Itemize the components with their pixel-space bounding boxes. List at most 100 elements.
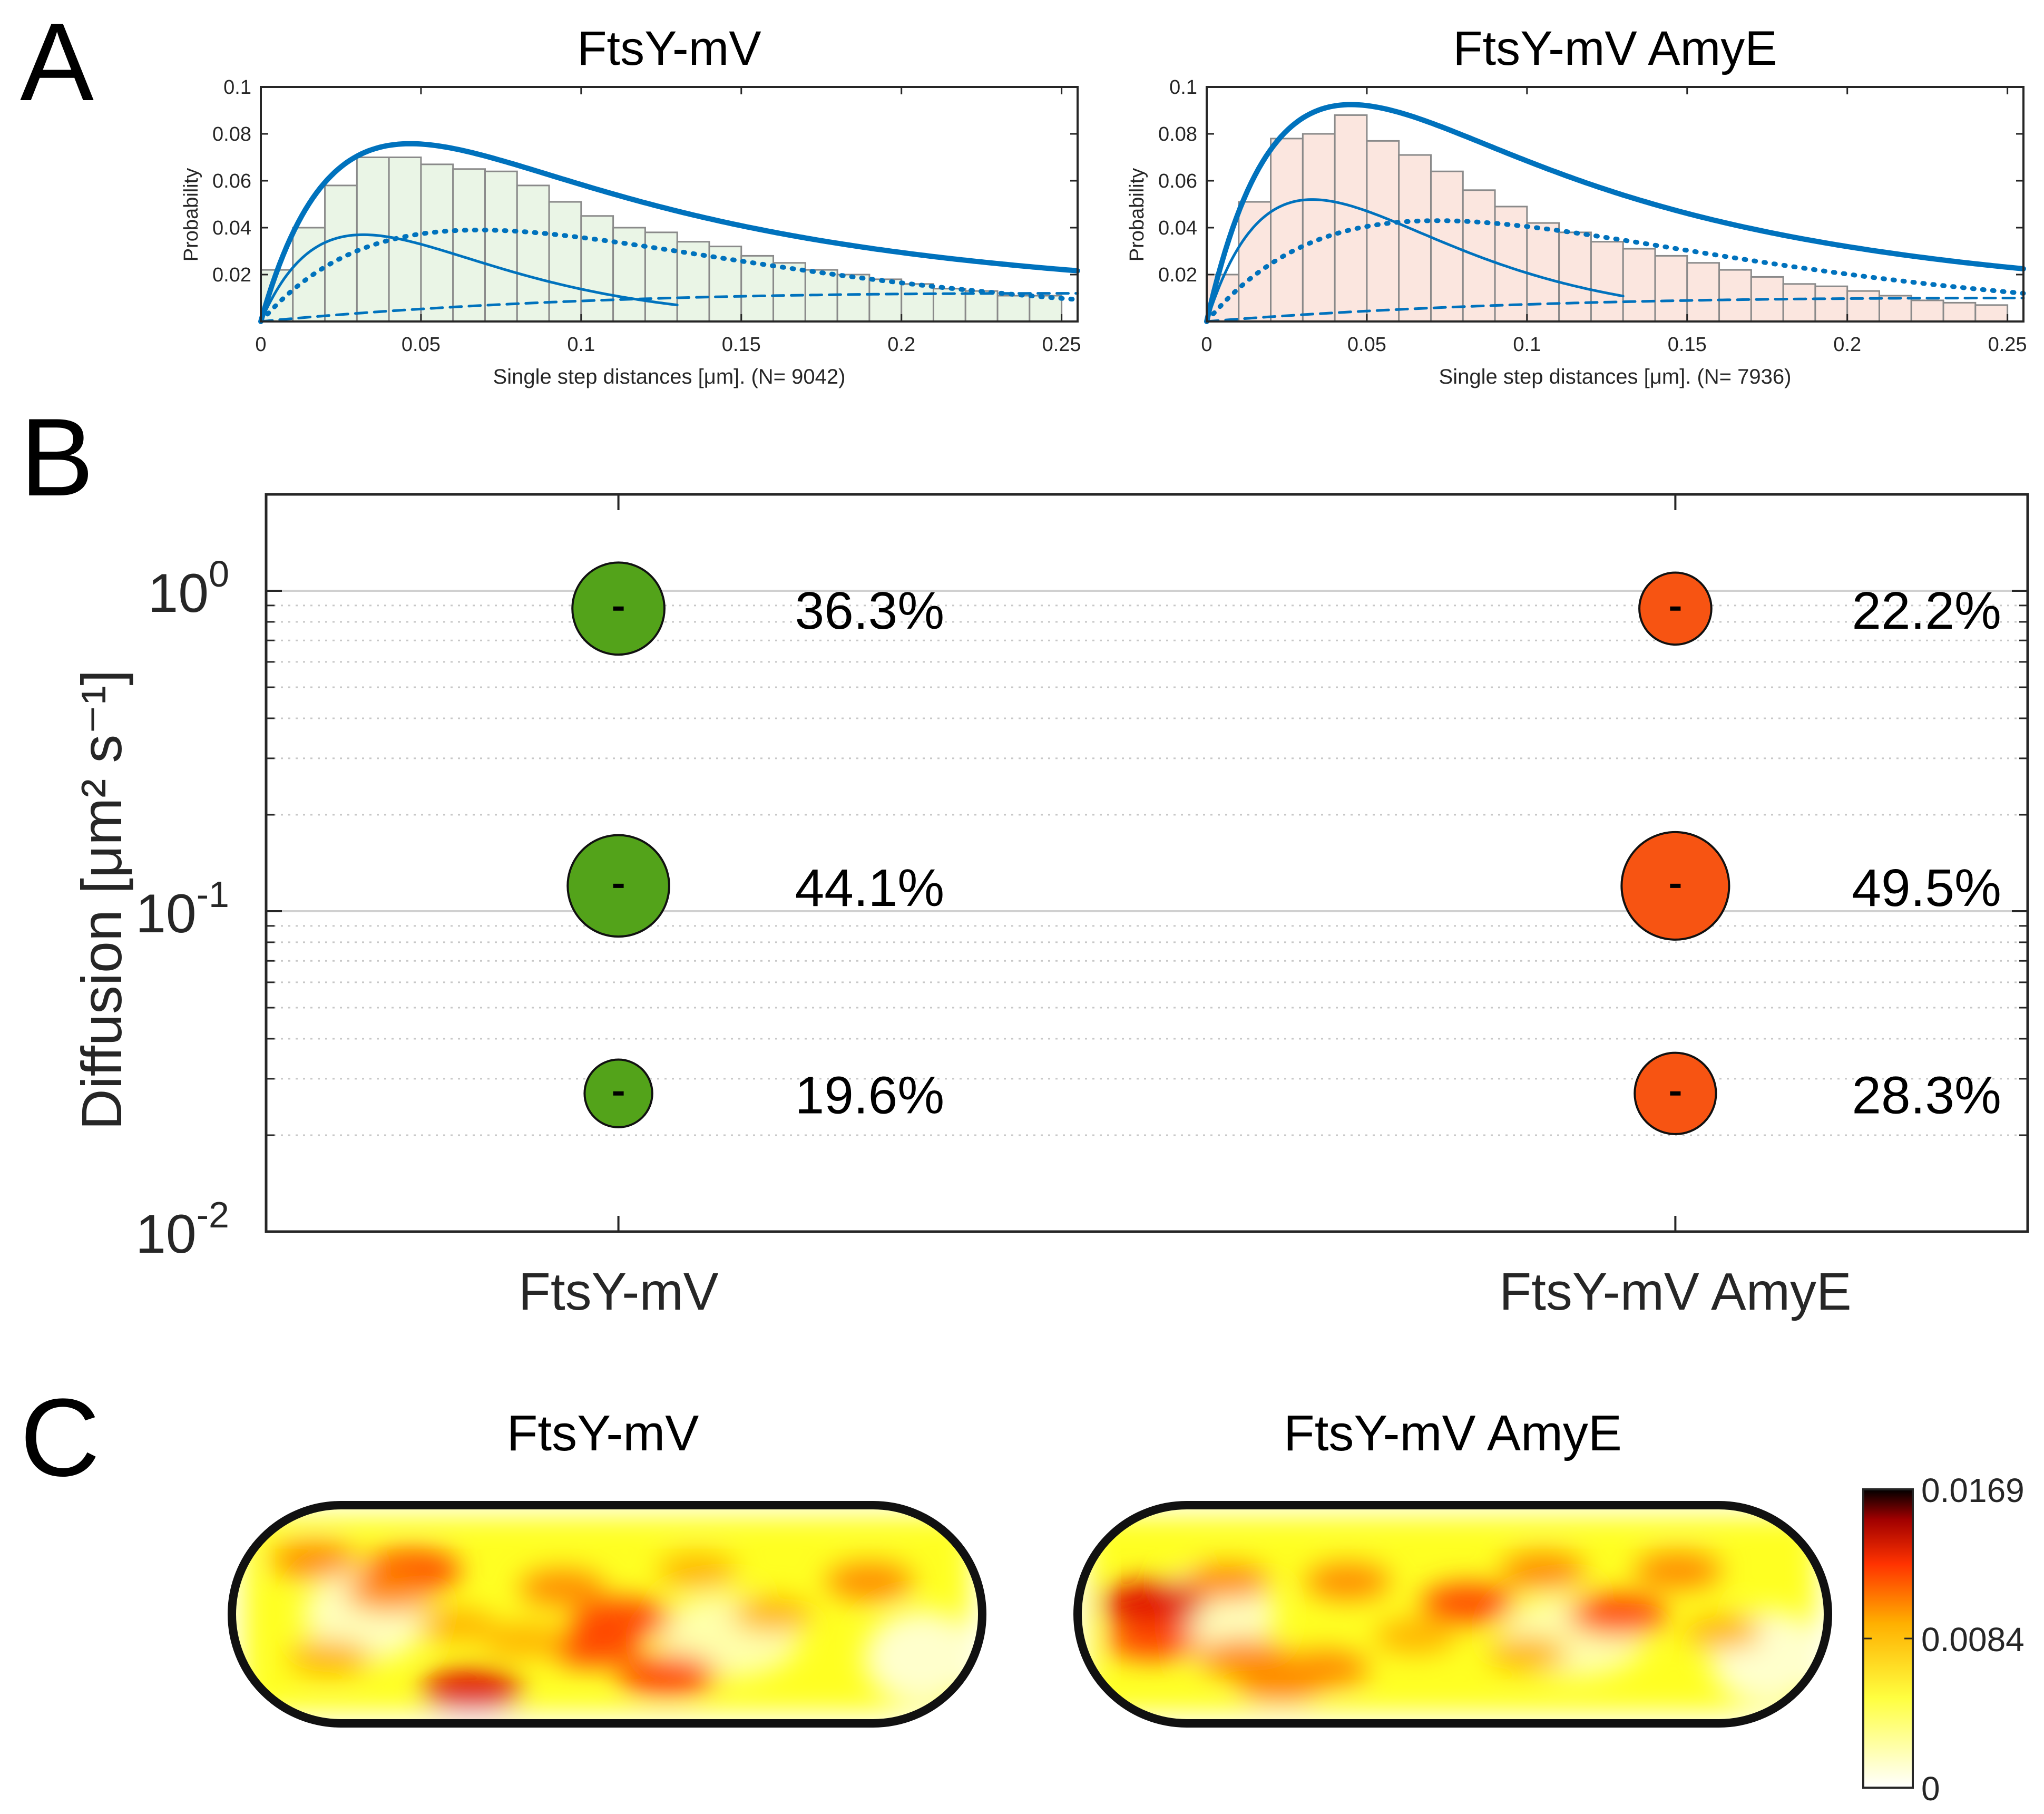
heatmap-hotspot	[657, 1553, 737, 1588]
fit-component-dotted	[258, 228, 1080, 324]
histogram-bar	[580, 215, 614, 323]
x-tick-label: 0.2	[887, 334, 915, 356]
y-tick-label: 0.1	[223, 76, 251, 99]
histogram-bar	[1974, 304, 2009, 323]
fraction-label: 49.5%	[1852, 859, 2001, 918]
x-tick-label: 0.1	[1513, 334, 1541, 356]
fit-component-thin-solid	[1205, 198, 1625, 323]
fraction-label: 19.6%	[795, 1066, 945, 1125]
y-tick-label: 100	[148, 553, 229, 624]
histogram-bar	[1718, 269, 1752, 323]
histogram-ftsy-mv: 0.02 0.04 0.06 0.08 0.1 0 0.05 0.1 0.15 0.2 0.25 Si…	[180, 22, 1081, 388]
colorbar-tick-label: 0.0084	[1921, 1621, 2025, 1659]
panel-letter-a: A	[20, 0, 94, 124]
x-tick-label: 0.25	[1042, 334, 1081, 356]
panel-letter-c: C	[20, 1376, 100, 1499]
x-tick-label: 0	[1201, 334, 1212, 356]
fit-component-dotted	[1204, 218, 2026, 324]
histogram-bar	[644, 231, 678, 323]
x-tick-label: 0.1	[567, 334, 595, 356]
fit-total-curve	[1204, 102, 2026, 324]
y-tick-label: 0.04	[212, 217, 251, 239]
heatmap-hotspot	[1488, 1636, 1568, 1671]
histogram-bar	[1654, 255, 1688, 323]
histogram-bar	[516, 184, 550, 323]
histogram-bar	[901, 283, 934, 323]
histogram-bar	[836, 274, 871, 323]
heatmap-hotspot	[825, 1563, 914, 1601]
heatmap-hotspot	[418, 1608, 496, 1642]
panel-letter-b: B	[20, 395, 94, 519]
histogram-bar	[1430, 170, 1464, 323]
histogram-bar	[292, 227, 326, 323]
x-axis-label: Single step distances [μm]. (N= 9042)	[493, 365, 846, 388]
histogram-bar	[1366, 140, 1400, 323]
x-tick-label: 0.05	[402, 334, 441, 356]
histogram-bar	[1846, 290, 1880, 323]
histogram-bar	[1558, 231, 1592, 323]
histogram-bar	[996, 295, 1031, 323]
fit-component-thin-solid	[259, 233, 679, 323]
histogram-bar	[548, 201, 582, 323]
histogram-bar	[1590, 241, 1624, 323]
histogram-bar	[420, 163, 454, 323]
heatmap-hotspot	[1106, 1621, 1199, 1660]
category-label: FtsY-mV AmyE	[1499, 1262, 1852, 1321]
heatmap-cell	[232, 1505, 982, 1723]
histogram-bar	[1526, 222, 1560, 323]
histogram-bar	[1910, 299, 1944, 323]
x-tick-label: 0.25	[1988, 334, 2027, 356]
x-tick-label: 0.15	[1668, 334, 1707, 356]
histogram-bar	[1782, 283, 1816, 323]
fraction-label: 28.3%	[1852, 1066, 2001, 1125]
histogram-ftsy-mv-amye: 0.02 0.04 0.06 0.08 0.1 0 0.05 0.1 0.15 0.2 0.25 Si…	[1126, 22, 2027, 388]
heatmap-hotspot	[1568, 1593, 1668, 1635]
heatmap-title: FtsY-mV	[507, 1405, 699, 1461]
x-axis-label: Single step distances [μm]. (N= 7936)	[1439, 365, 1792, 388]
histogram-bar	[1814, 285, 1849, 323]
fit-component-dashed	[1205, 297, 2025, 323]
heatmap-hotspot	[617, 1654, 717, 1696]
histogram-bar	[868, 278, 903, 323]
heatmap-hotspot	[1634, 1552, 1723, 1589]
heatmap-hotspot	[1420, 1583, 1515, 1624]
heatmap-hotspot	[1304, 1563, 1391, 1600]
y-tick-label: 0.04	[1158, 217, 1197, 239]
histogram-bar	[1686, 262, 1720, 323]
histogram-bar	[612, 227, 646, 323]
heatmap-hotspot	[271, 1541, 358, 1578]
heatmap-cell	[1078, 1505, 1828, 1723]
histogram-bar	[324, 184, 358, 323]
histogram-bar	[1270, 138, 1304, 323]
y-tick-label: 10-2	[135, 1194, 229, 1265]
histogram-bar	[1398, 154, 1432, 323]
y-tick-label: 0.08	[212, 123, 251, 145]
histogram-bar	[1942, 301, 1977, 323]
y-tick-label: 0.02	[212, 264, 251, 286]
histogram-bar	[1302, 133, 1336, 323]
heatmap-hotspot	[1280, 1650, 1370, 1688]
x-tick-label: 0	[255, 334, 266, 356]
colorbar-tick-label: 0.0169	[1921, 1471, 2025, 1509]
cell-outline	[228, 1501, 986, 1728]
heatmap-hotspot	[1684, 1615, 1762, 1649]
category-label: FtsY-mV	[519, 1262, 719, 1321]
y-tick-label: 10-1	[135, 874, 229, 944]
x-tick-label: 0.2	[1833, 334, 1861, 356]
fit-total-curve	[258, 141, 1080, 324]
chart-title: FtsY-mV AmyE	[1453, 22, 1777, 75]
x-tick-label: 0.15	[722, 334, 761, 356]
histogram-bar	[1334, 114, 1368, 323]
heatmap-hotspot	[1374, 1618, 1456, 1654]
fraction-label: 36.3%	[795, 581, 945, 640]
heatmap-hotspot	[519, 1569, 605, 1607]
colorbar-tick-label: 0	[1921, 1770, 1940, 1808]
histogram-bar	[740, 255, 775, 323]
y-tick-label: 0.02	[1158, 264, 1197, 286]
histogram-bar	[964, 290, 999, 323]
fraction-label: 22.2%	[1852, 581, 2001, 640]
heatmap-hotspot	[1185, 1563, 1270, 1600]
histogram-bar	[1622, 248, 1656, 323]
heatmap-panel: FtsY-mV FtsY-mV AmyE 0.0169 0.0084 0	[228, 1405, 2025, 1808]
